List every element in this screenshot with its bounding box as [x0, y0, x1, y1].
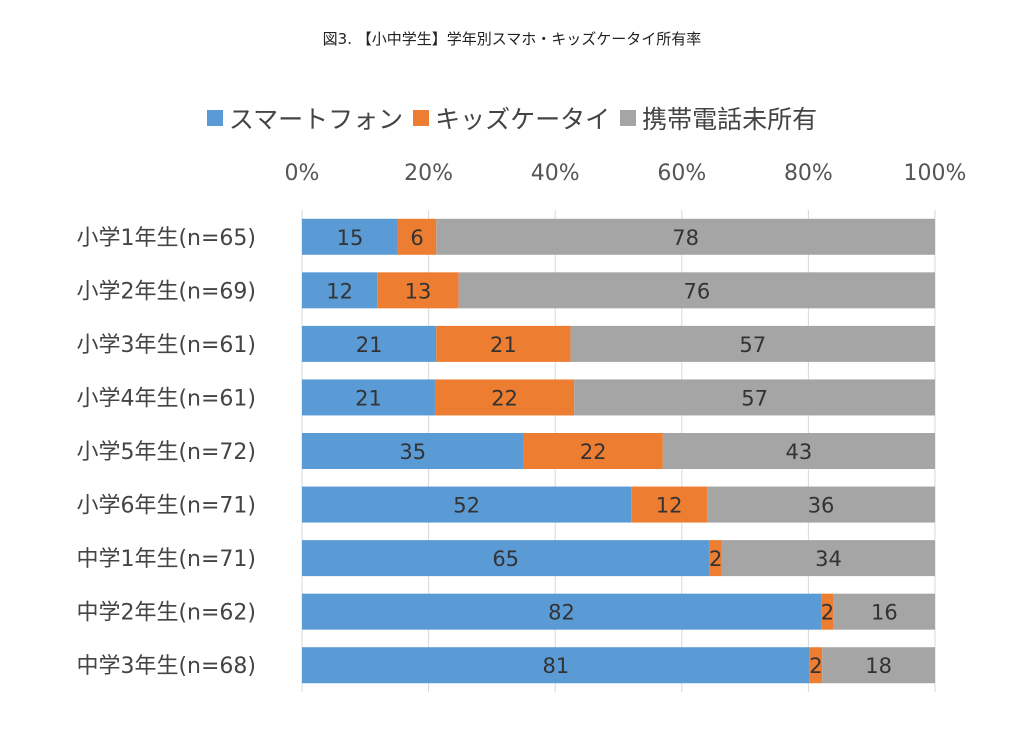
bar-segment [822, 647, 935, 684]
x-tick-label: 80% [784, 161, 833, 186]
legend: スマートフォン キッズケータイ 携帯電話未所有 [0, 100, 1024, 136]
data-label: 13 [405, 279, 432, 303]
bar-segment [302, 379, 435, 416]
bar-segment [631, 486, 708, 523]
legend-label: スマートフォン [228, 105, 404, 134]
chart-title: 図3. 【小中学生】学年別スマホ・キッズケータイ所有率 [322, 30, 702, 48]
category-label: 中学2年生(n=62) [76, 601, 256, 626]
legend-swatch [620, 110, 637, 126]
x-tick-label: 0% [285, 161, 320, 186]
bar-segment [662, 433, 935, 469]
bar-segment [570, 325, 935, 362]
legend-label: 携帯電話未所有 [642, 105, 818, 134]
data-label: 65 [492, 547, 519, 571]
data-label: 78 [672, 226, 699, 250]
data-label: 43 [786, 440, 813, 464]
legend-item: スマートフォン [206, 100, 404, 136]
bar-segment [377, 272, 459, 309]
category-label: 小学5年生(n=72) [76, 440, 256, 465]
legend-item: キッズケータイ [413, 100, 610, 136]
category-label: 中学3年生(n=68) [76, 654, 256, 679]
bar-segment [436, 325, 571, 362]
data-label: 21 [490, 333, 517, 357]
bar-segment [709, 540, 722, 577]
data-label: 57 [739, 333, 766, 357]
data-label: 12 [656, 494, 683, 518]
bar-segment [458, 272, 935, 309]
data-label: 21 [355, 386, 382, 410]
bar-segment [809, 647, 823, 684]
data-label: 12 [326, 279, 353, 303]
bar-segment [833, 593, 935, 630]
data-label: 21 [356, 333, 383, 357]
legend-swatch [413, 110, 430, 126]
x-tick-label: 40% [531, 161, 580, 186]
data-label: 2 [709, 547, 722, 571]
bar-segment [302, 540, 710, 577]
category-label: 小学4年生(n=61) [76, 386, 256, 411]
bar-segment [721, 540, 935, 577]
data-label: 6 [410, 226, 423, 250]
bar-segment [707, 486, 935, 523]
bar-segment [821, 593, 834, 630]
category-label: 小学3年生(n=61) [76, 333, 256, 358]
data-label: 76 [683, 279, 710, 303]
bar-segment [574, 379, 935, 416]
bar-segment [523, 433, 663, 469]
x-tick-label: 100% [904, 161, 967, 186]
bar-segment [302, 325, 437, 362]
data-label: 81 [542, 654, 569, 678]
data-label: 35 [399, 440, 426, 464]
category-label: 小学2年生(n=69) [76, 279, 256, 304]
bar-segment [302, 647, 810, 684]
data-label: 2 [809, 654, 822, 678]
legend-label: キッズケータイ [435, 105, 611, 134]
data-label: 52 [453, 494, 480, 518]
category-label: 小学6年生(n=71) [76, 494, 256, 519]
data-label: 22 [580, 440, 607, 464]
data-label: 2 [821, 601, 834, 625]
bar-segment [302, 218, 398, 255]
x-tick-label: 60% [657, 161, 706, 186]
legend-swatch [206, 110, 223, 126]
bar-segment [302, 593, 822, 630]
legend-item: 携帯電話未所有 [620, 100, 817, 136]
category-label: 小学1年生(n=65) [76, 226, 256, 251]
data-label: 82 [548, 601, 575, 625]
bar-segment [436, 218, 935, 255]
x-tick-label: 20% [404, 161, 453, 186]
data-label: 22 [491, 386, 518, 410]
bar-segment [397, 218, 437, 255]
bar-segment [434, 379, 575, 416]
data-label: 57 [741, 386, 768, 410]
bar-segment [302, 433, 524, 469]
category-label: 中学1年生(n=71) [76, 547, 256, 572]
data-label: 18 [865, 654, 892, 678]
data-label: 16 [871, 601, 898, 625]
bar-segment [302, 486, 632, 523]
data-label: 36 [808, 494, 835, 518]
data-label: 34 [815, 547, 842, 571]
data-label: 15 [337, 226, 364, 250]
bar-segment [302, 272, 378, 309]
